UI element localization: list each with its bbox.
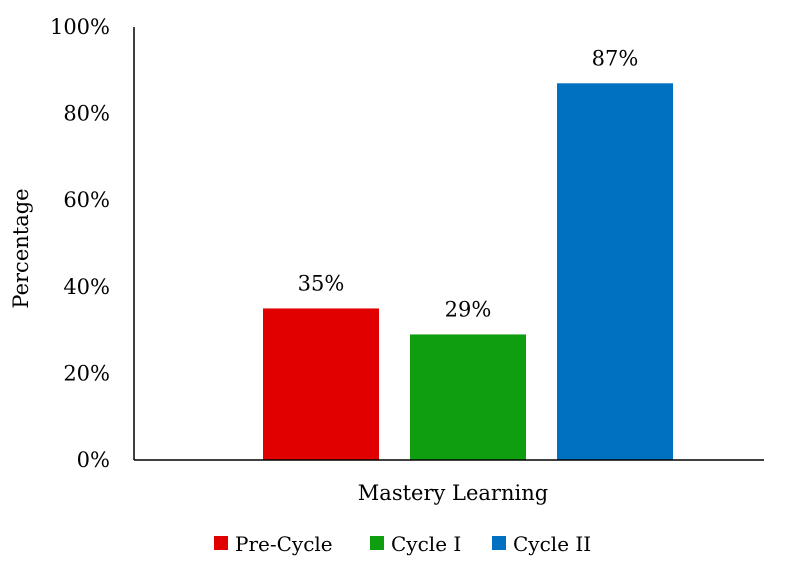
bar (410, 334, 526, 460)
legend-label: Cycle I (391, 532, 461, 556)
data-label: 87% (592, 46, 639, 70)
legend-swatch (492, 536, 506, 550)
y-tick-label: 20% (63, 361, 110, 385)
y-tick-label: 80% (63, 102, 110, 126)
legend-swatch (214, 536, 228, 550)
bar (263, 308, 379, 460)
y-axis-ticks: 0% 20% 40% 60% 80% 100% (50, 15, 110, 472)
x-axis-title: Mastery Learning (358, 481, 548, 505)
y-tick-label: 40% (63, 275, 110, 299)
legend-label: Cycle II (513, 532, 591, 556)
legend-item: Pre-Cycle (214, 532, 333, 556)
data-labels: 35% 29% 87% (298, 46, 639, 321)
bars (263, 83, 673, 460)
y-tick-label: 100% (50, 15, 110, 39)
legend: Pre-Cycle Cycle I Cycle II (214, 532, 591, 556)
legend-item: Cycle II (492, 532, 591, 556)
y-tick-label: 0% (77, 448, 110, 472)
legend-label: Pre-Cycle (235, 532, 333, 556)
bar (557, 83, 673, 460)
data-label: 35% (298, 271, 345, 295)
legend-item: Cycle I (370, 532, 461, 556)
y-tick-label: 60% (63, 188, 110, 212)
y-axis-title: Percentage (9, 188, 33, 308)
legend-swatch (370, 536, 384, 550)
data-label: 29% (445, 297, 492, 321)
